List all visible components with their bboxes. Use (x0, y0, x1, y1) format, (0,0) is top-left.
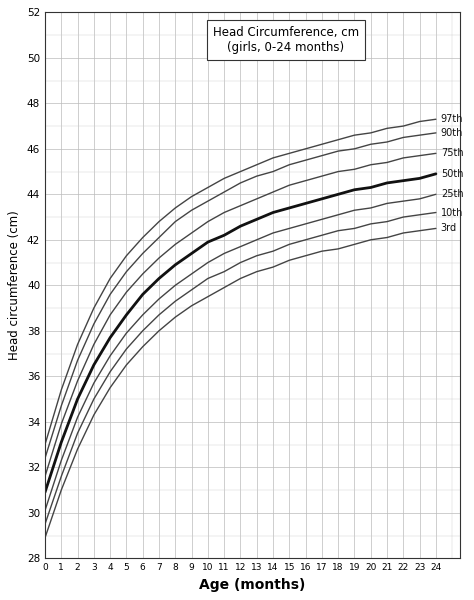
Text: 25th: 25th (441, 190, 464, 199)
Text: 75th: 75th (441, 148, 464, 158)
Text: 90th: 90th (441, 128, 463, 138)
Text: 50th: 50th (441, 169, 463, 179)
Y-axis label: Head circumference (cm): Head circumference (cm) (9, 211, 21, 360)
Text: 10th: 10th (441, 208, 463, 218)
Text: 3rd: 3rd (441, 223, 457, 233)
Text: Head Circumference, cm
(girls, 0-24 months): Head Circumference, cm (girls, 0-24 mont… (213, 26, 359, 54)
Text: 97th: 97th (441, 114, 463, 124)
X-axis label: Age (months): Age (months) (200, 578, 306, 592)
